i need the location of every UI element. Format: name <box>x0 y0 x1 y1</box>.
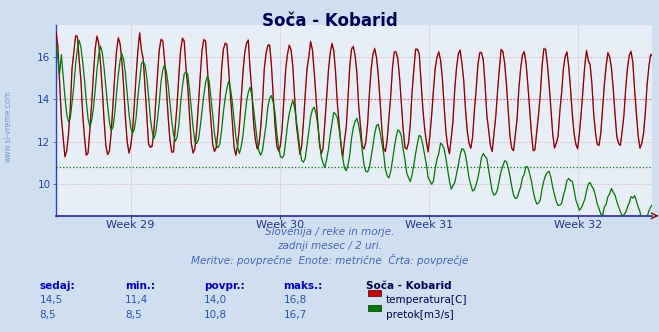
Text: 11,4: 11,4 <box>125 295 148 305</box>
Text: Soča - Kobarid: Soča - Kobarid <box>366 281 451 290</box>
Text: povpr.:: povpr.: <box>204 281 245 290</box>
Text: 8,5: 8,5 <box>40 310 56 320</box>
Text: Meritve: povprečne  Enote: metrične  Črta: povprečje: Meritve: povprečne Enote: metrične Črta:… <box>191 254 468 266</box>
Text: Soča - Kobarid: Soča - Kobarid <box>262 12 397 30</box>
Text: 8,5: 8,5 <box>125 310 142 320</box>
Text: 10,8: 10,8 <box>204 310 227 320</box>
Text: 14,0: 14,0 <box>204 295 227 305</box>
Text: pretok[m3/s]: pretok[m3/s] <box>386 310 454 320</box>
Text: min.:: min.: <box>125 281 156 290</box>
Text: www.si-vreme.com: www.si-vreme.com <box>4 90 13 162</box>
Text: sedaj:: sedaj: <box>40 281 75 290</box>
Text: temperatura[C]: temperatura[C] <box>386 295 468 305</box>
Text: maks.:: maks.: <box>283 281 323 290</box>
Text: Slovenija / reke in morje.: Slovenija / reke in morje. <box>265 227 394 237</box>
Text: 16,7: 16,7 <box>283 310 306 320</box>
Text: zadnji mesec / 2 uri.: zadnji mesec / 2 uri. <box>277 241 382 251</box>
Text: 14,5: 14,5 <box>40 295 63 305</box>
Text: 16,8: 16,8 <box>283 295 306 305</box>
